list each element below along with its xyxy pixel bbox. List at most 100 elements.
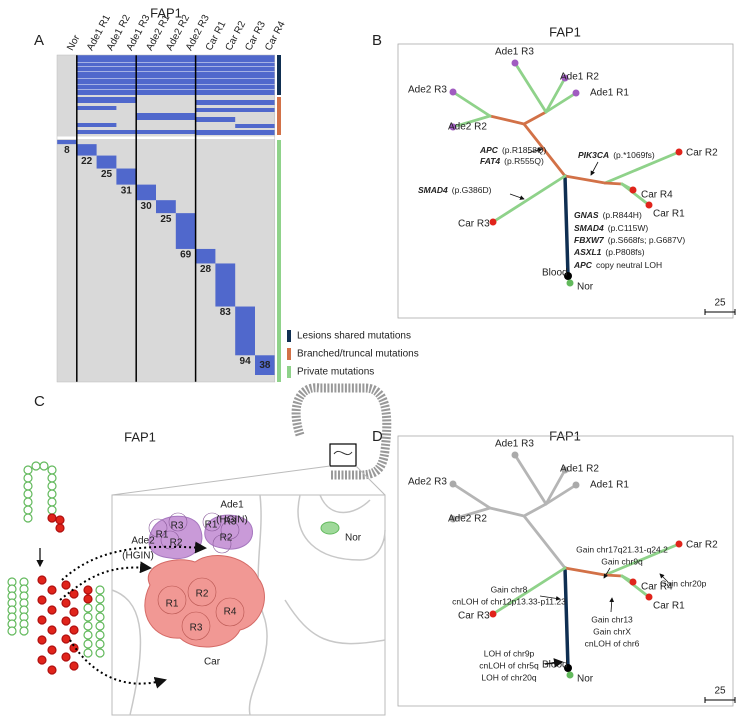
leaf-node — [629, 186, 637, 194]
crypt-cell — [47, 585, 57, 595]
annotation: Gain chrX — [593, 626, 631, 636]
gene-name: SMAD4 — [574, 223, 604, 233]
region-label: R2 — [220, 533, 233, 544]
legend-label: Branched/truncal mutations — [297, 349, 419, 360]
crypt-cell — [61, 598, 71, 608]
leaf-node — [645, 201, 653, 209]
region-outline — [187, 577, 217, 607]
panel-box — [397, 43, 734, 319]
private-block — [76, 144, 97, 156]
private-block — [195, 248, 216, 264]
stripe — [76, 89, 275, 90]
gene-name: ASXL1 — [573, 247, 602, 257]
crypt-cell — [23, 513, 33, 523]
tissue-fold — [297, 494, 386, 561]
region-label: R1 — [156, 530, 169, 541]
branched-block — [136, 113, 196, 120]
crypt-cell — [47, 645, 57, 655]
line — [451, 114, 492, 129]
private-block — [255, 355, 275, 375]
crypt-cell — [83, 630, 93, 640]
crypt-cell — [47, 481, 57, 491]
zoom-box — [329, 443, 357, 467]
lineage-arrow — [59, 561, 152, 601]
crypt-cell — [23, 489, 33, 499]
gene-name: GNAS — [574, 210, 599, 220]
tissue-fold — [248, 494, 268, 716]
gene-name: SMAD4 — [418, 185, 448, 195]
annotation: APC copy neutral LOH — [573, 260, 662, 270]
crypt-cell — [83, 621, 93, 631]
leaf-node — [566, 671, 574, 679]
leaf-node — [564, 272, 572, 280]
lesion-label: Car — [204, 657, 221, 668]
crypt-cell — [47, 505, 57, 515]
scale-label: 25 — [714, 686, 726, 697]
count-label: 30 — [141, 201, 153, 212]
annotation: SMAD4 (p.C115W) — [574, 223, 648, 233]
line — [513, 453, 548, 506]
line — [544, 483, 578, 506]
region-label: R4 — [224, 607, 237, 618]
stripe — [76, 66, 275, 67]
crypt-cell — [83, 594, 93, 604]
crypt-cell — [95, 630, 105, 640]
change: (p.G386D) — [452, 185, 492, 195]
leaf-label: Car R4 — [641, 190, 673, 201]
heat-border — [56, 54, 276, 383]
private-block — [57, 140, 77, 145]
leaf-node — [511, 59, 519, 67]
leaf-label: Ade1 R2 — [560, 72, 599, 83]
line — [491, 174, 567, 224]
annotation: cnLOH of chr5q — [479, 660, 539, 670]
leaf-label: Ade2 R2 — [448, 122, 487, 133]
crypt-cell — [69, 607, 79, 617]
leaf-label: Ade2 R3 — [408, 477, 447, 488]
panel-title: FAP1 — [150, 5, 182, 20]
leaf-node — [489, 218, 497, 226]
crypt-cell — [83, 612, 93, 622]
grade-label: (HGIN) — [122, 551, 154, 562]
change: (p.R844H) — [603, 210, 642, 220]
count-label: 94 — [240, 356, 252, 367]
crypt-cell — [39, 461, 49, 471]
leaf-node — [449, 515, 457, 523]
gene-name: APC — [479, 145, 499, 155]
annotation: FBXW7 (p.S668fs; p.G687V) — [574, 235, 685, 245]
line — [513, 61, 548, 114]
annotation: LOH of chr20q — [481, 672, 537, 682]
crypt-cell — [47, 513, 57, 523]
tissue-fold — [111, 589, 142, 716]
region-label: R3 — [190, 623, 203, 634]
colon-icon — [291, 383, 392, 480]
crypt-cell — [37, 615, 47, 625]
stripe — [76, 71, 275, 72]
crypt-cell — [83, 603, 93, 613]
separator — [57, 136, 275, 139]
crypt-cell — [7, 626, 17, 636]
region-label: R2 — [196, 589, 209, 600]
crypt-cell — [69, 625, 79, 635]
branched-block — [76, 106, 117, 110]
crypt-cell — [47, 665, 57, 675]
leaf-node — [572, 89, 580, 97]
region-outline — [212, 534, 232, 554]
region-outline — [215, 597, 245, 627]
leaf-node — [449, 123, 457, 131]
private-block — [215, 263, 236, 307]
line — [563, 566, 570, 670]
crypt-cell — [23, 497, 33, 507]
leaf-node — [645, 593, 653, 601]
leaf-node — [511, 451, 519, 459]
branched-block — [76, 97, 137, 103]
leaf-node — [561, 74, 569, 82]
panel-box — [397, 435, 734, 707]
line — [544, 76, 567, 114]
annotation: Gain chr13 — [591, 614, 633, 624]
leaf-node — [561, 466, 569, 474]
crypt-cell — [95, 639, 105, 649]
private-block — [116, 168, 137, 185]
count-label: 22 — [81, 156, 93, 167]
panel-letter: D — [372, 428, 383, 445]
leaf-label: Ade1 R1 — [590, 480, 629, 491]
